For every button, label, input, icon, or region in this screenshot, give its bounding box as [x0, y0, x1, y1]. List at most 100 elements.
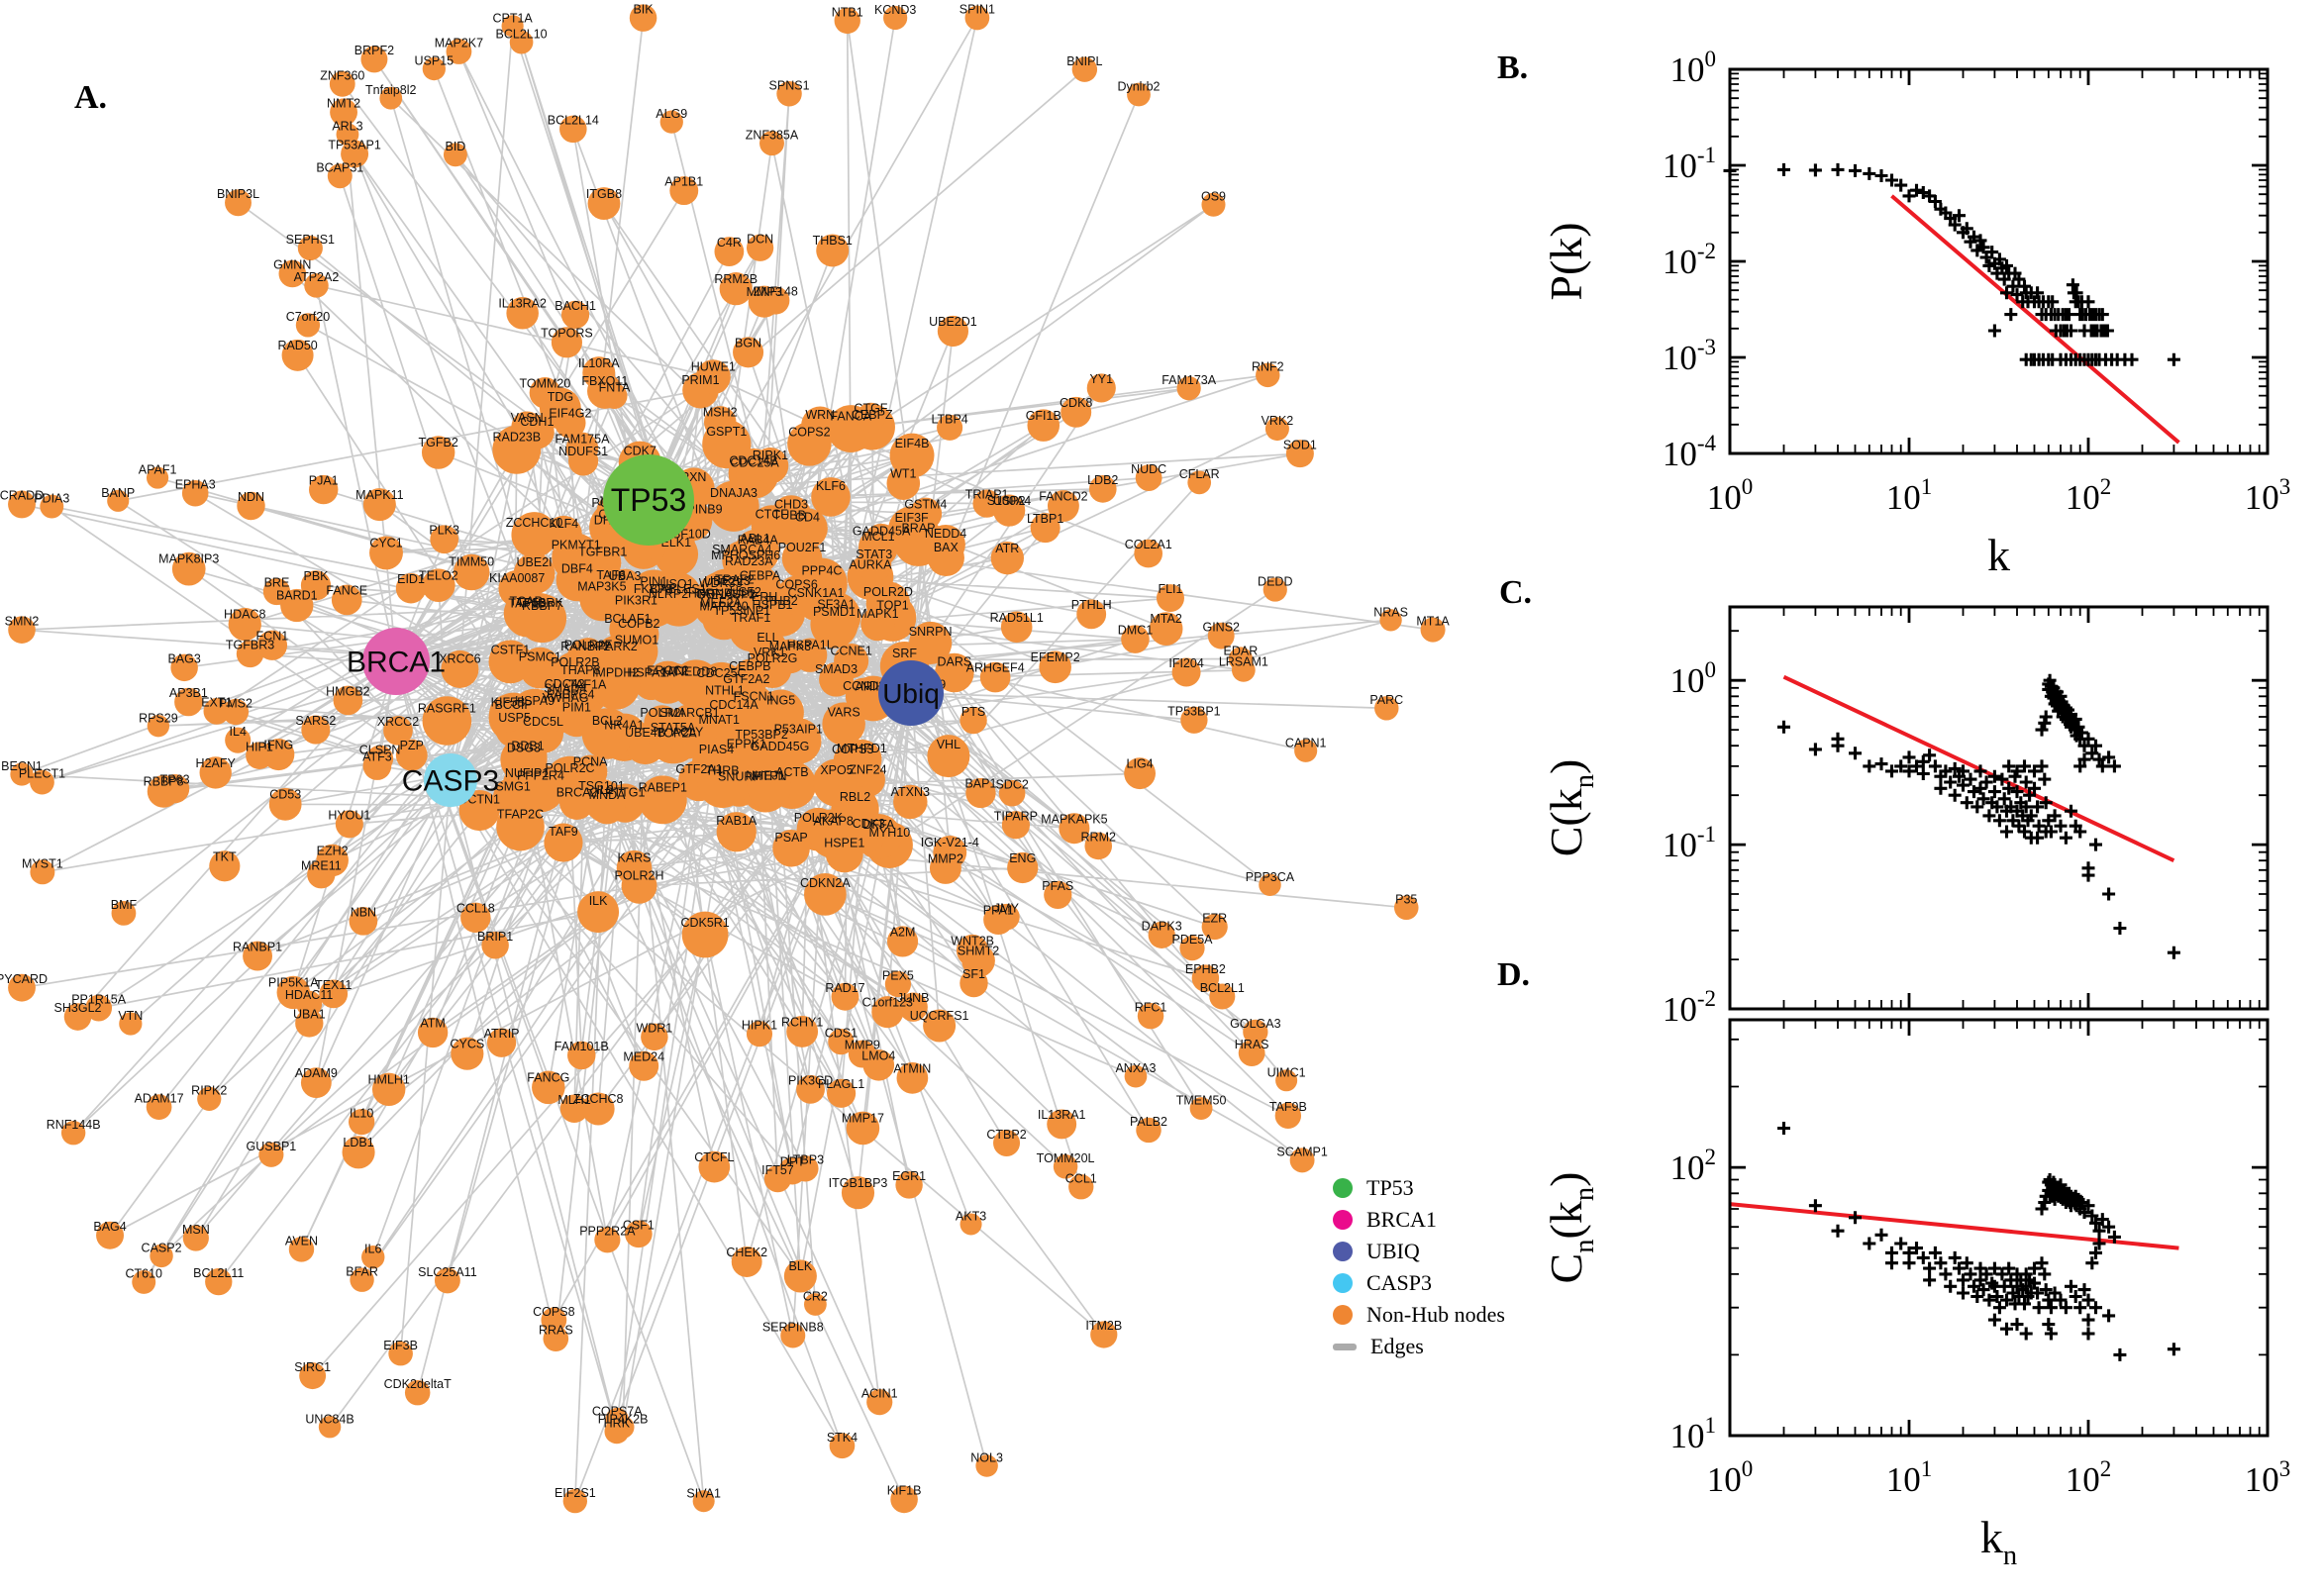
node-label: HIPK1 [742, 1019, 777, 1033]
node-label: EZR [1202, 911, 1227, 925]
node-label: BIK [633, 2, 654, 16]
legend-item-tp53: TP53 [1333, 1172, 1505, 1204]
network-node [584, 544, 622, 581]
network-node [681, 911, 729, 958]
node-label: PKMYT1 [552, 539, 601, 552]
network-node [863, 523, 899, 559]
node-label: H2AFY [196, 756, 237, 770]
network-node [746, 234, 774, 261]
node-label: POLR2F [564, 638, 613, 651]
node-label: LRSAM1 [1219, 655, 1268, 669]
fit-line [1890, 194, 2180, 445]
network-node [281, 339, 314, 371]
node-label: LIG4 [1127, 757, 1154, 771]
tick-label: 10-1 [1663, 822, 1716, 864]
network-node [1243, 1019, 1268, 1045]
network-node [607, 568, 644, 605]
node-label: EPHA3 [175, 478, 216, 492]
network-node [544, 823, 583, 862]
node-label: RNF144B [47, 1118, 101, 1132]
data-points [1777, 1122, 2180, 1361]
node-label: NUFIP1 [505, 766, 550, 780]
node-label: BCL2 [592, 714, 623, 728]
node-label: CHEK2 [726, 1246, 767, 1259]
network-node [63, 1003, 92, 1031]
network-node [816, 234, 850, 267]
panel-label-d: D. [1497, 956, 1531, 993]
network-node [258, 1142, 284, 1167]
node-label: CTCF [756, 508, 789, 522]
node-label: TGFBR1 [578, 546, 627, 559]
node-label: ATRIP [484, 1027, 520, 1041]
node-label: THBS1 [813, 234, 853, 248]
network-node [998, 779, 1026, 807]
network-node [85, 994, 113, 1022]
tick-label: 103 [2245, 1456, 2291, 1499]
node-label: LDB1 [343, 1136, 373, 1149]
node-label: EIF2S1 [555, 1486, 596, 1500]
node-label: PLK3 [429, 524, 459, 538]
node-label: CSTF1 [491, 644, 531, 657]
node-label: MSN [182, 1223, 210, 1237]
node-label: CD53 [269, 788, 301, 802]
node-label: JUNB [897, 991, 930, 1005]
node-label: IMPDH2 [592, 665, 639, 679]
node-label: IL13RA2 [498, 297, 547, 311]
node-label: PP1R15A [71, 992, 127, 1006]
node-label: ITGB8 [586, 187, 622, 201]
fit-line [1729, 1202, 2179, 1250]
node-label: CDC42 [545, 677, 585, 691]
node-label: BANP [101, 486, 135, 500]
node-label: NMT2 [327, 96, 360, 110]
network-node [581, 1092, 615, 1126]
network-node [551, 327, 582, 358]
hub-label: BRCA1 [347, 647, 446, 679]
node-label: NRAS [1373, 605, 1408, 619]
node-label: FANCE [326, 584, 367, 598]
network-node [366, 745, 394, 772]
network-node [1135, 464, 1162, 491]
network-node [268, 787, 302, 821]
node-label: TMEM50 [1176, 1094, 1227, 1108]
network-node [638, 775, 687, 825]
network-node [496, 802, 545, 851]
network-node [886, 466, 921, 500]
fit-line [1782, 674, 2175, 862]
node-label: BID [445, 140, 465, 153]
node-label: A2M [890, 926, 916, 940]
node-label: TRAF2 [715, 572, 755, 586]
node-label: NUDC [1131, 462, 1166, 476]
network-node [841, 1176, 875, 1210]
node-label: NDUFS1 [558, 445, 608, 458]
network-node [703, 406, 737, 439]
network-node [170, 653, 198, 682]
network-node [1228, 647, 1254, 671]
legend-label: CASP3 [1366, 1270, 1433, 1295]
node-label: GINS2 [1202, 620, 1240, 634]
node-label: BCL2L11 [193, 1266, 244, 1280]
legend-item-ubiq: UBIQ [1333, 1236, 1505, 1267]
node-label: NTB1 [832, 5, 863, 19]
node-label: MAPK8IP3 [158, 552, 219, 566]
node-label: SERPINB8 [762, 1321, 824, 1335]
network-node [1137, 1002, 1164, 1030]
network-node [1007, 851, 1039, 884]
network-node [228, 607, 261, 642]
network-node [1134, 539, 1163, 568]
network-node [629, 1050, 659, 1081]
network-node [318, 1415, 342, 1439]
network-node [1047, 490, 1079, 522]
node-label: ZCCHC10 [506, 516, 563, 530]
network-node [327, 163, 353, 189]
network-node [670, 725, 705, 759]
node-label: TOMM20 [519, 376, 570, 390]
node-label: IFNG [263, 738, 293, 751]
network-node [601, 382, 628, 409]
network-node [895, 1171, 923, 1199]
node-label: PIM1 [562, 700, 591, 714]
node-label: KIF1B [887, 1484, 922, 1498]
network-node [889, 433, 935, 478]
node-label: POU2F1 [778, 541, 827, 554]
network-node [937, 315, 969, 348]
network-node [1059, 813, 1090, 845]
